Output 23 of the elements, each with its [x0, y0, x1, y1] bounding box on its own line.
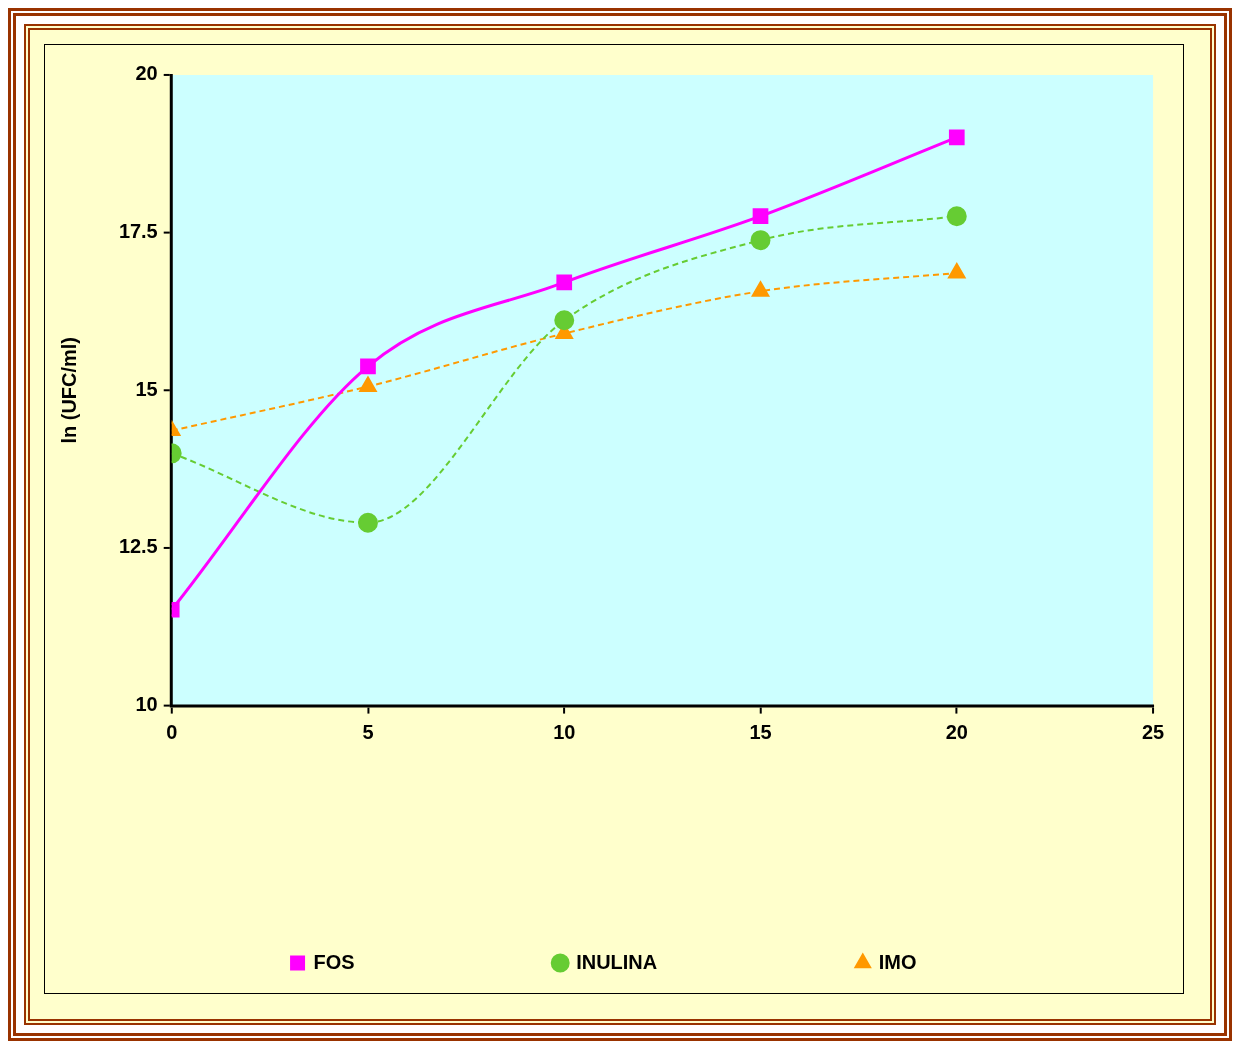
y-tick-label: 10: [135, 693, 158, 716]
legend-label: IMO: [878, 950, 917, 973]
legend-label: FOS: [313, 950, 355, 973]
point: [357, 512, 378, 533]
point: [360, 358, 376, 375]
point: [948, 129, 965, 146]
x-tick-label: 10: [553, 721, 576, 744]
y-tick-label: 12.5: [118, 535, 158, 558]
x-tick-label: 20: [945, 721, 968, 744]
point: [946, 206, 967, 227]
legend-label: INULINA: [576, 950, 658, 973]
point: [752, 208, 769, 225]
y-axis-title: ln (UFC/ml): [58, 337, 81, 444]
y-tick-label: 17.5: [118, 220, 158, 243]
x-tick-label: 25: [1141, 721, 1165, 744]
x-tick-label: 15: [749, 721, 772, 744]
x-tick-label: 0: [166, 721, 178, 744]
point: [750, 230, 771, 251]
x-tick-label: 5: [362, 721, 374, 744]
y-tick-label: 20: [135, 62, 158, 85]
point: [556, 274, 573, 291]
y-tick-label: 15: [135, 377, 158, 400]
point: [554, 310, 575, 331]
